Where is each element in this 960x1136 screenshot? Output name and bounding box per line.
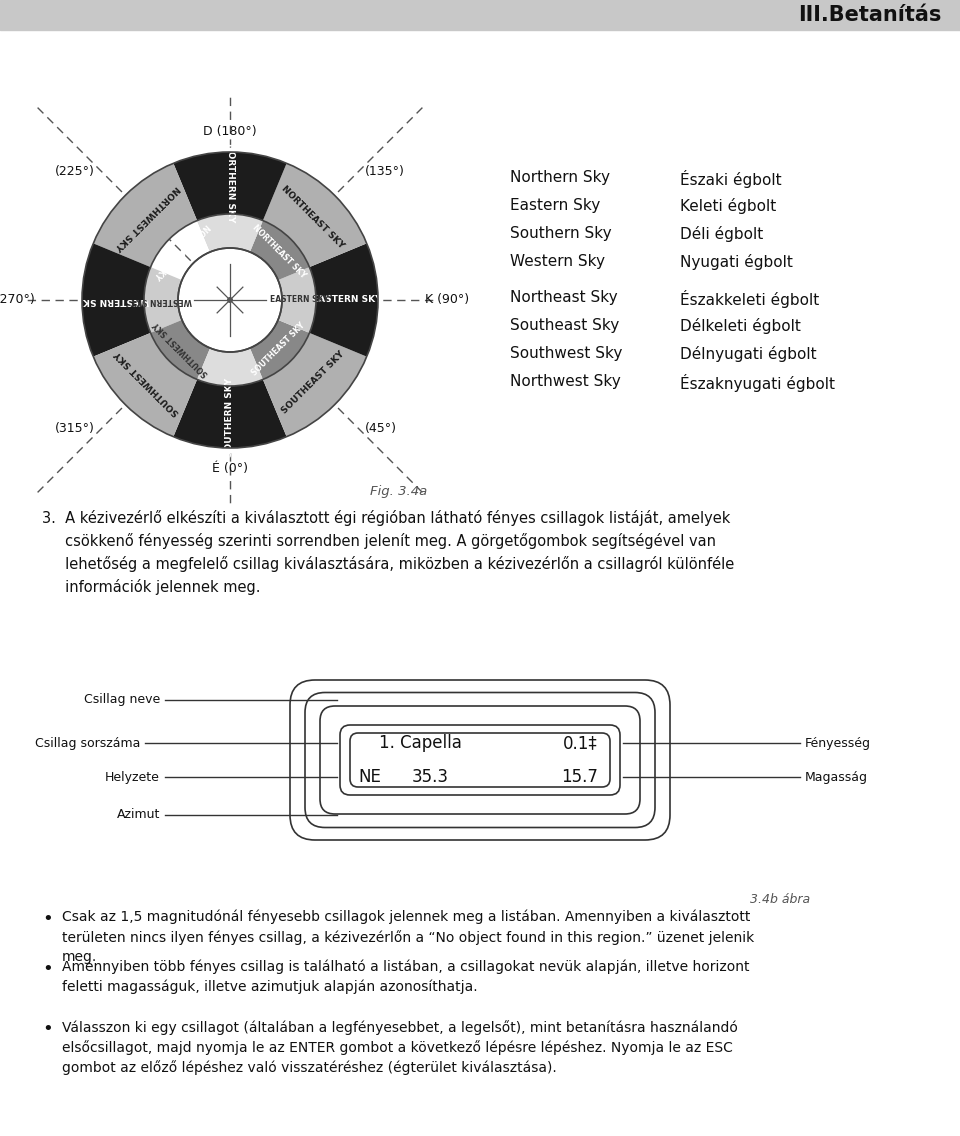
Text: WESTERN SKY: WESTERN SKY bbox=[131, 295, 192, 304]
Text: Déli égbolt: Déli égbolt bbox=[680, 226, 763, 242]
FancyBboxPatch shape bbox=[350, 733, 610, 787]
Text: •: • bbox=[42, 960, 53, 978]
Text: 3.4b ábra: 3.4b ábra bbox=[750, 893, 810, 907]
Wedge shape bbox=[250, 220, 309, 281]
Text: 3.  A kézivezérlő elkészíti a kiválasztott égi régióban látható fényes csillagok: 3. A kézivezérlő elkészíti a kiválasztot… bbox=[42, 510, 734, 595]
Wedge shape bbox=[250, 320, 309, 379]
Text: NORTHWEST SKY: NORTHWEST SKY bbox=[113, 183, 181, 251]
Text: D (180°): D (180°) bbox=[204, 125, 257, 137]
Text: Nyugati égbolt: Nyugati égbolt bbox=[680, 254, 793, 270]
Text: (315°): (315°) bbox=[55, 421, 95, 435]
Text: EASTERN SKY: EASTERN SKY bbox=[270, 295, 328, 304]
Text: SOUTHEAST SKY: SOUTHEAST SKY bbox=[279, 350, 346, 416]
Text: Válasszon ki egy csillagot (általában a legfényesebbet, a legelsőt), mint betaní: Válasszon ki egy csillagot (általában a … bbox=[62, 1020, 738, 1075]
Text: Fényesség: Fényesség bbox=[805, 736, 871, 750]
Text: •: • bbox=[42, 1020, 53, 1038]
Text: EASTERN SKY: EASTERN SKY bbox=[312, 295, 382, 304]
Wedge shape bbox=[197, 214, 263, 252]
Wedge shape bbox=[93, 333, 197, 436]
Text: NORTHEAST SKY: NORTHEAST SKY bbox=[251, 223, 307, 279]
Text: Western Sky: Western Sky bbox=[510, 254, 605, 269]
Text: (45°): (45°) bbox=[365, 421, 397, 435]
FancyBboxPatch shape bbox=[320, 705, 640, 815]
Wedge shape bbox=[151, 320, 210, 379]
Text: Eastern Sky: Eastern Sky bbox=[510, 198, 600, 214]
Bar bbox=[0, 0, 960, 30]
Wedge shape bbox=[174, 379, 287, 448]
FancyBboxPatch shape bbox=[290, 680, 670, 840]
Text: Northeast Sky: Northeast Sky bbox=[510, 290, 617, 304]
Wedge shape bbox=[144, 267, 182, 333]
Text: (225°): (225°) bbox=[55, 165, 95, 178]
Circle shape bbox=[227, 296, 233, 303]
Text: Southeast Sky: Southeast Sky bbox=[510, 318, 619, 333]
Text: Southern Sky: Southern Sky bbox=[510, 226, 612, 241]
Wedge shape bbox=[309, 243, 378, 357]
Text: Keleti égbolt: Keleti égbolt bbox=[680, 198, 777, 214]
Text: Délkeleti égbolt: Délkeleti égbolt bbox=[680, 318, 801, 334]
Text: Magasság: Magasság bbox=[805, 770, 868, 784]
Text: 1. Capella: 1. Capella bbox=[378, 734, 462, 752]
Text: WESTERN SKY: WESTERN SKY bbox=[77, 295, 149, 304]
Text: Északi égbolt: Északi égbolt bbox=[680, 170, 781, 187]
Text: Southwest Sky: Southwest Sky bbox=[510, 346, 622, 361]
Text: 35.3: 35.3 bbox=[412, 768, 448, 786]
Text: 15.7: 15.7 bbox=[562, 768, 598, 786]
Wedge shape bbox=[263, 333, 367, 436]
Text: K (90°): K (90°) bbox=[425, 293, 469, 307]
Text: NE: NE bbox=[359, 768, 381, 786]
Text: Amennyiben több fényes csillag is található a listában, a csillagokat nevük alap: Amennyiben több fényes csillag is találh… bbox=[62, 960, 750, 994]
Text: Helyzete: Helyzete bbox=[106, 770, 160, 784]
Wedge shape bbox=[93, 164, 197, 267]
Text: Csillag sorszáma: Csillag sorszáma bbox=[35, 736, 140, 750]
Text: Csillag neve: Csillag neve bbox=[84, 693, 160, 707]
Text: (135°): (135°) bbox=[365, 165, 405, 178]
FancyBboxPatch shape bbox=[305, 693, 655, 827]
Text: NORTHERN SKY: NORTHERN SKY bbox=[226, 143, 234, 223]
Text: NORTHWEST SKY: NORTHWEST SKY bbox=[152, 222, 210, 281]
Text: III.Betanítás: III.Betanítás bbox=[799, 5, 942, 25]
Wedge shape bbox=[278, 267, 316, 333]
Text: SOUTHWEST SKY: SOUTHWEST SKY bbox=[152, 319, 210, 378]
Text: Azimut: Azimut bbox=[116, 809, 160, 821]
Text: É (0°): É (0°) bbox=[212, 462, 248, 475]
Text: Északkeleti égbolt: Északkeleti égbolt bbox=[680, 290, 819, 308]
Text: Northwest Sky: Northwest Sky bbox=[510, 374, 621, 389]
Circle shape bbox=[178, 248, 282, 352]
Text: SOUTHWEST SKY: SOUTHWEST SKY bbox=[113, 349, 181, 417]
Text: Északnyugati égbolt: Északnyugati égbolt bbox=[680, 374, 835, 392]
Text: SOUTHEAST SKY: SOUTHEAST SKY bbox=[251, 320, 307, 377]
Text: •: • bbox=[42, 910, 53, 928]
Wedge shape bbox=[174, 152, 287, 220]
Text: Csak az 1,5 magnitudónál fényesebb csillagok jelennek meg a listában. Amennyiben: Csak az 1,5 magnitudónál fényesebb csill… bbox=[62, 910, 755, 963]
Text: Northern Sky: Northern Sky bbox=[510, 170, 610, 185]
Text: Ny(270°): Ny(270°) bbox=[0, 293, 35, 307]
Text: Délnyugati égbolt: Délnyugati égbolt bbox=[680, 346, 817, 362]
Text: Fig. 3.4a: Fig. 3.4a bbox=[370, 485, 427, 498]
FancyBboxPatch shape bbox=[340, 725, 620, 795]
Wedge shape bbox=[82, 243, 151, 357]
Text: NORTHEAST SKY: NORTHEAST SKY bbox=[279, 184, 346, 250]
Wedge shape bbox=[197, 348, 263, 386]
Wedge shape bbox=[197, 214, 263, 252]
Text: 0.1‡: 0.1‡ bbox=[563, 734, 597, 752]
Text: SOUTHERN SKY: SOUTHERN SKY bbox=[226, 377, 234, 457]
Wedge shape bbox=[263, 164, 367, 267]
